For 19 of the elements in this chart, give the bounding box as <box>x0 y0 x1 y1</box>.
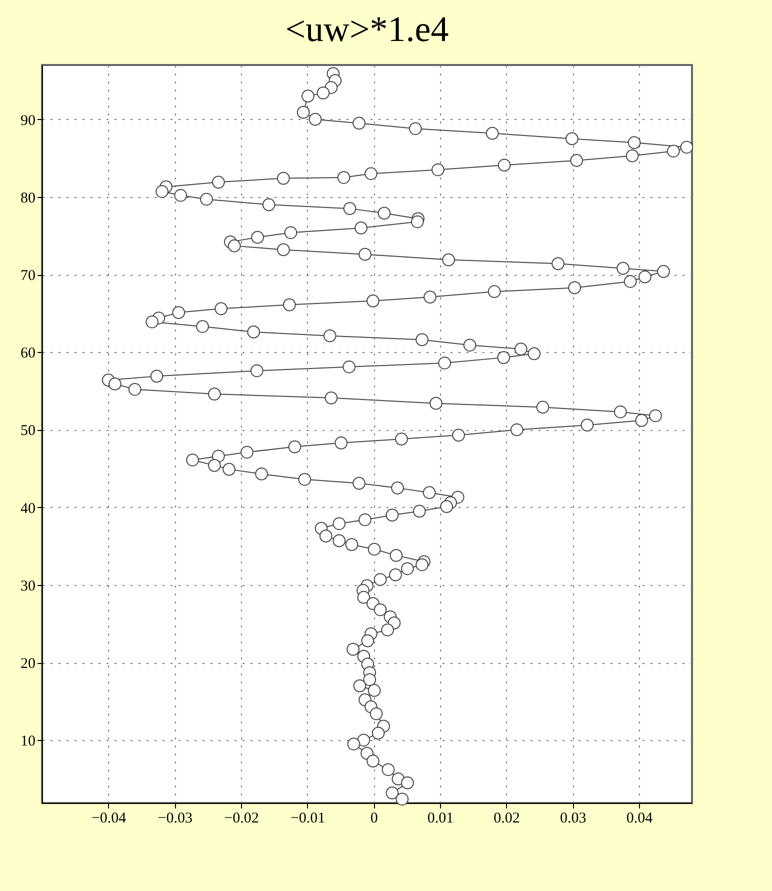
x-tick-label: −0.01 <box>290 810 326 826</box>
x-tick-label: 0.02 <box>494 810 520 826</box>
x-tick-label: 0.03 <box>560 810 586 826</box>
y-tick-label: 70 <box>20 268 36 284</box>
x-tick-label: 0 <box>370 810 378 826</box>
x-tick-label: −0.03 <box>158 810 193 826</box>
y-tick-label: 30 <box>20 578 36 594</box>
x-tick-label: −0.02 <box>224 810 259 826</box>
y-tick-label: 60 <box>20 346 36 362</box>
chart-title: <uw>*1.e4 <box>285 9 449 49</box>
x-tick-label: 0.04 <box>626 810 654 826</box>
y-tick-label: 20 <box>20 656 36 672</box>
y-tick-label: 40 <box>20 500 36 517</box>
y-tick-label: 10 <box>20 734 36 750</box>
y-tick-label: 80 <box>20 190 36 206</box>
y-tick-label: 90 <box>20 112 36 129</box>
x-tick-label: 0.01 <box>427 810 454 826</box>
y-tick-label: 50 <box>20 423 36 440</box>
x-tick-label: −0.04 <box>91 810 127 826</box>
